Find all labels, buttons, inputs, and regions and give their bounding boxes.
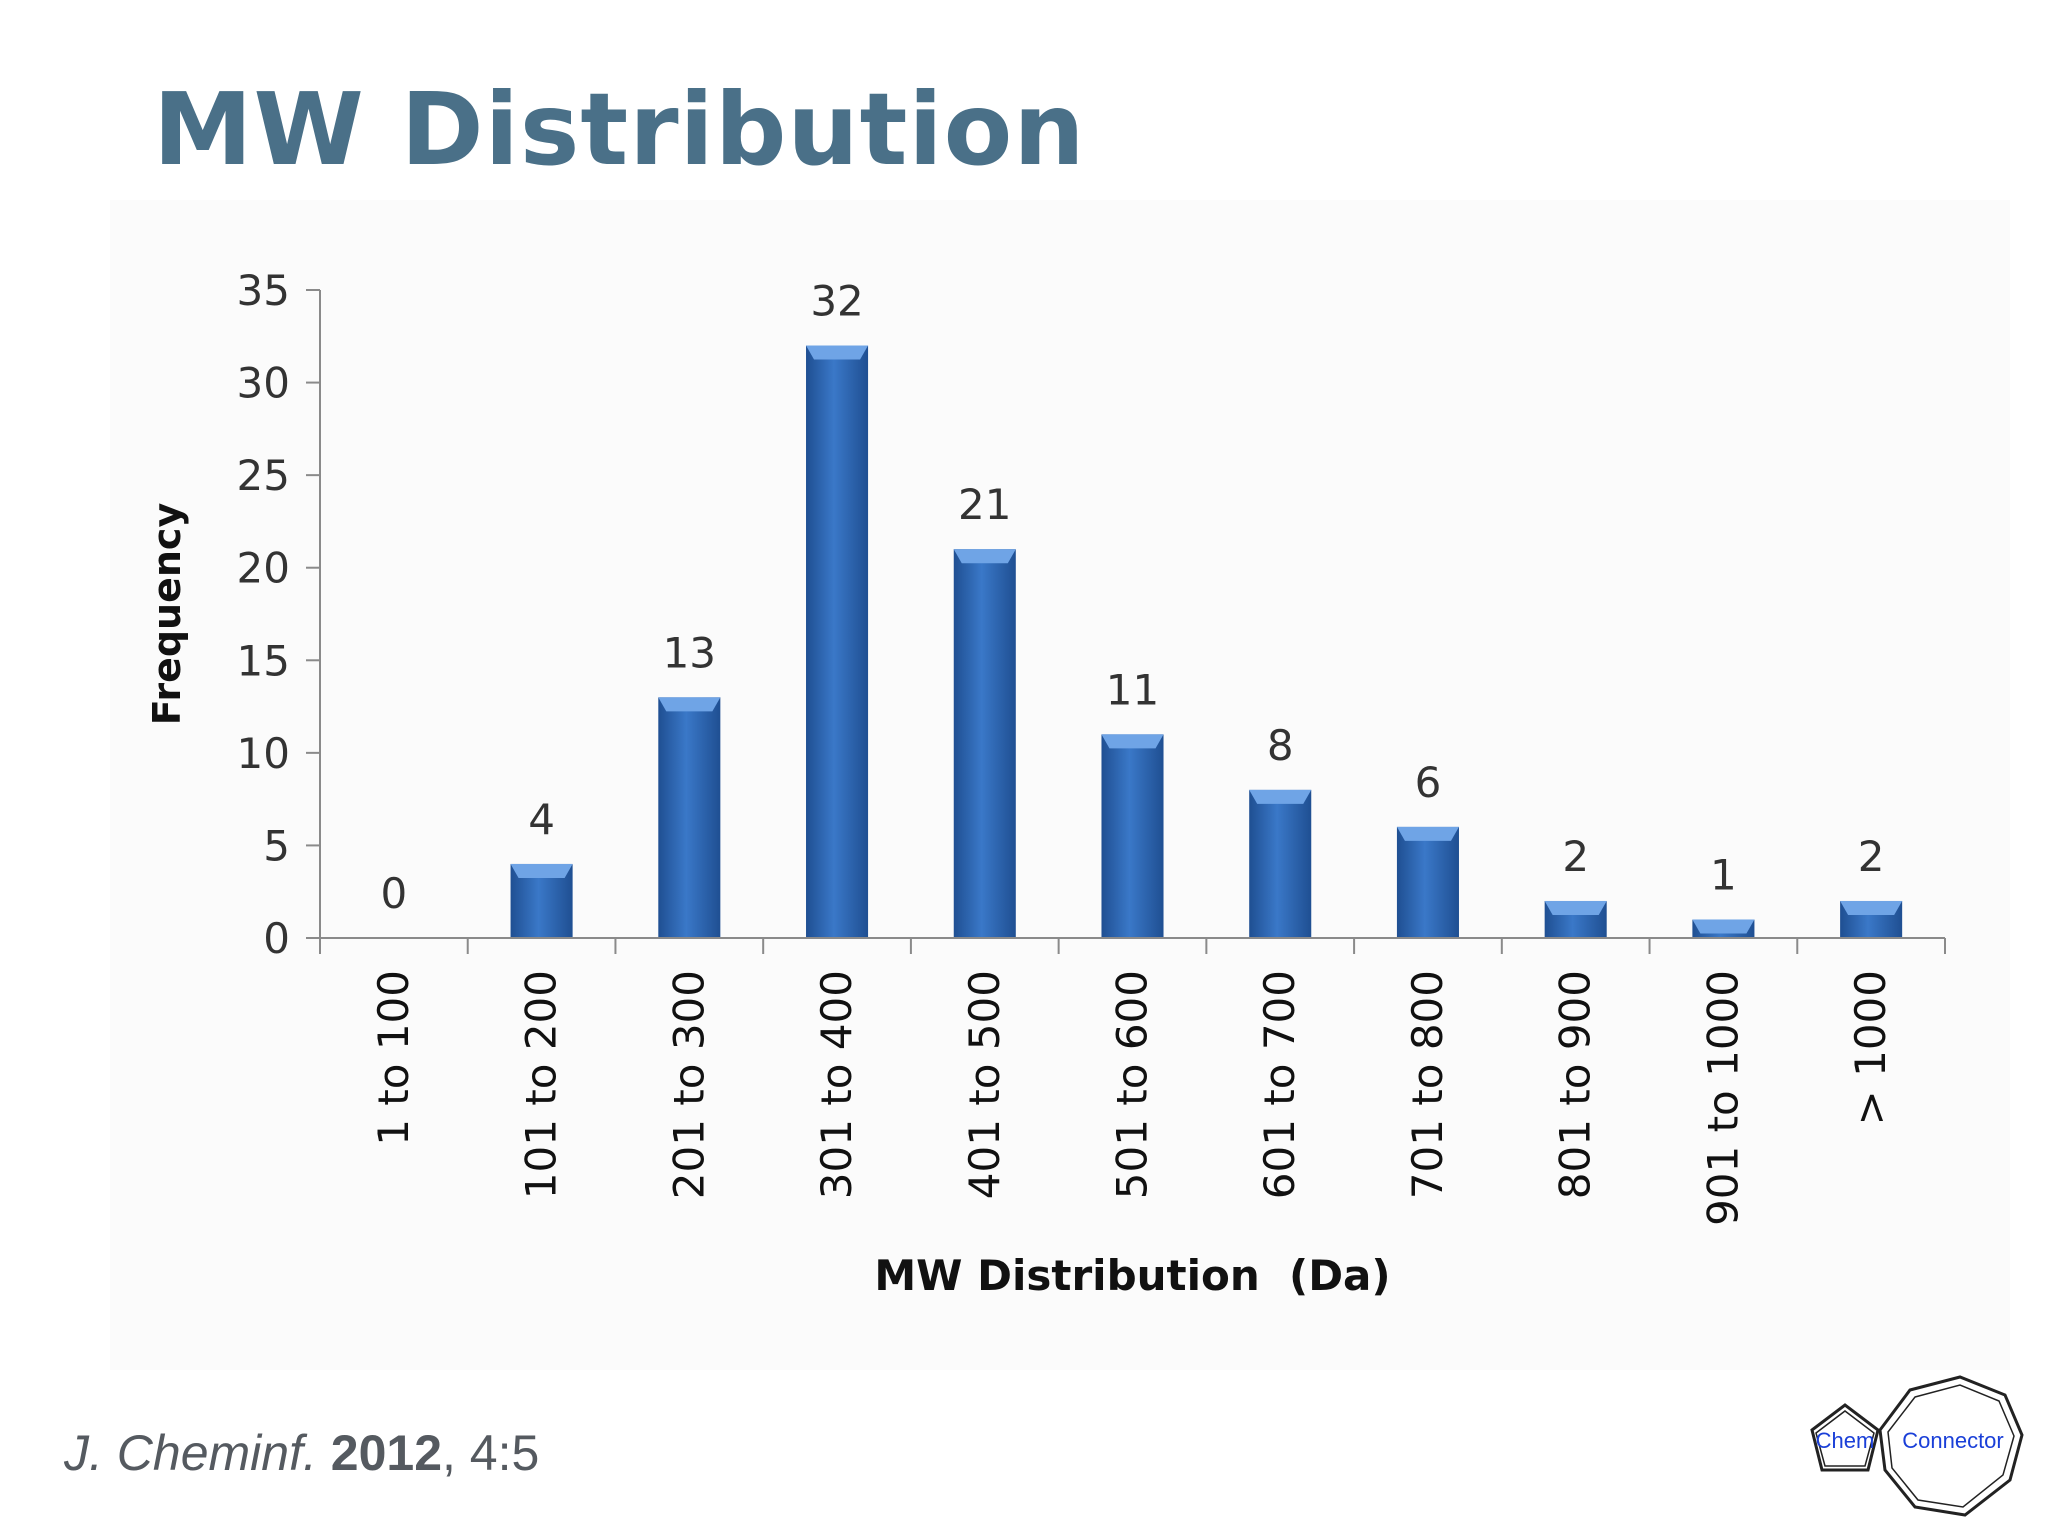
y-tick-label: 0 <box>263 914 290 963</box>
data-label: 0 <box>380 869 407 918</box>
bar <box>1101 734 1164 938</box>
y-tick-label: 5 <box>263 821 290 870</box>
data-label: 32 <box>810 277 863 326</box>
bar <box>1840 900 1903 938</box>
data-label: 21 <box>958 480 1011 529</box>
chemconnector-logo: Chem Connector <box>1810 1375 2024 1517</box>
data-label: 6 <box>1415 758 1442 807</box>
data-label: 8 <box>1267 721 1294 770</box>
y-tick-label: 25 <box>237 451 290 500</box>
x-tick-label: 201 to 300 <box>664 970 713 1199</box>
data-label: 2 <box>1858 832 1885 881</box>
data-label: 4 <box>528 795 555 844</box>
x-tick-label: 1 to 100 <box>369 970 418 1146</box>
y-axis-title: Frequency <box>145 503 189 726</box>
logo-text-connector: Connector <box>1902 1428 2004 1453</box>
citation-year: 2012 <box>330 1425 442 1481</box>
x-tick-label: 501 to 600 <box>1108 970 1157 1199</box>
y-tick-label: 35 <box>237 266 290 315</box>
x-tick-label: 601 to 700 <box>1255 970 1304 1199</box>
bar <box>1396 826 1459 938</box>
y-tick-label: 10 <box>237 729 290 778</box>
bar <box>1249 789 1312 938</box>
x-tick-label: 701 to 800 <box>1403 970 1452 1199</box>
x-tick-label: 801 to 900 <box>1551 970 1600 1199</box>
citation-journal: J. Cheminf. <box>64 1425 317 1481</box>
x-axis-title: MW Distribution (Da) <box>874 1251 1390 1300</box>
y-axis-ticks: 0 5 10 15 20 25 30 35 <box>237 266 320 963</box>
page-title: MW Distribution <box>153 71 1086 188</box>
bar <box>1692 919 1755 938</box>
bars <box>510 345 1903 938</box>
x-tick-label: 901 to 1000 <box>1698 970 1747 1226</box>
bar <box>658 697 721 938</box>
y-tick-label: 30 <box>237 359 290 408</box>
bar <box>806 345 869 938</box>
bar <box>1544 900 1607 938</box>
y-tick-label: 15 <box>237 636 290 685</box>
x-tick-label: 301 to 400 <box>812 970 861 1199</box>
logo-text-chem: Chem <box>1816 1428 1875 1453</box>
y-tick-label: 20 <box>237 544 290 593</box>
citation-volume: , 4:5 <box>442 1425 540 1481</box>
bar <box>953 549 1016 938</box>
x-tick-label: 101 to 200 <box>517 970 566 1199</box>
data-label: 13 <box>663 628 716 677</box>
x-tick-label: 401 to 500 <box>960 970 1009 1199</box>
data-label: 1 <box>1710 850 1737 899</box>
x-tick-label: > 1000 <box>1846 970 1895 1125</box>
x-axis-ticks: 1 to 100 101 to 200 201 to 300 301 to 400 40… <box>319 938 1946 1226</box>
data-label: 11 <box>1106 665 1159 714</box>
data-label: 2 <box>1562 832 1589 881</box>
bar <box>510 863 573 938</box>
citation: J. Cheminf. 2012, 4:5 <box>64 1424 539 1482</box>
